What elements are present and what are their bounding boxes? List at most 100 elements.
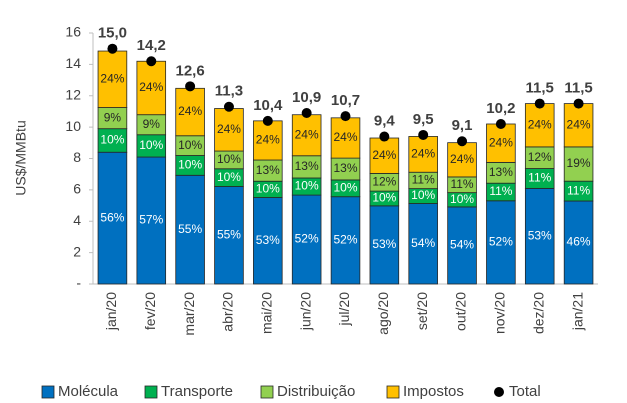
total-label: 12,6 — [176, 62, 205, 79]
segment-label: 11% — [450, 177, 473, 191]
x-tick-label: nov/20 — [492, 292, 508, 334]
x-tick-label: dez/20 — [530, 292, 546, 334]
segment-label: 24% — [450, 152, 474, 166]
segment-label: 10% — [139, 138, 163, 152]
segment-label: 55% — [217, 227, 241, 241]
segment-label: 13% — [333, 161, 357, 175]
total-marker — [457, 136, 468, 147]
legend-label: Molécula — [58, 383, 119, 400]
x-tick-label: mai/20 — [259, 292, 275, 334]
y-tick-label: 12 — [65, 86, 81, 102]
segment-label: 11% — [567, 183, 590, 197]
segment-label: 24% — [528, 117, 552, 131]
segment-label: 24% — [178, 104, 202, 118]
total-label: 10,2 — [486, 100, 515, 117]
bar-segment — [97, 50, 128, 108]
total-label: 14,2 — [137, 37, 166, 54]
total-label: 9,4 — [374, 113, 396, 130]
x-tick-label: jun/20 — [297, 292, 313, 331]
total-marker — [146, 56, 157, 67]
bar-segment — [369, 205, 400, 285]
segment-label: 24% — [567, 117, 591, 131]
legend-label: Impostos — [403, 383, 464, 400]
total-marker — [107, 43, 118, 54]
segment-label: 11% — [412, 173, 435, 187]
legend-swatch — [260, 385, 274, 399]
bar-segment — [136, 156, 167, 285]
segment-label: 53% — [528, 228, 552, 242]
x-tick-label: fev/20 — [142, 292, 158, 330]
legend-label: Total — [509, 383, 541, 400]
y-tick-label: 6 — [73, 181, 81, 197]
x-tick-label: ago/20 — [375, 292, 391, 335]
total-label: 9,1 — [452, 117, 473, 134]
total-marker — [534, 98, 545, 109]
segment-label: 10% — [372, 191, 396, 205]
segment-label: 10% — [217, 170, 241, 184]
legend-label: Transporte — [161, 383, 233, 400]
segment-label: 24% — [256, 133, 280, 147]
bar-segment — [175, 87, 205, 137]
total-label: 11,5 — [526, 80, 554, 97]
segment-label: 12% — [528, 150, 552, 164]
x-tick-label: jul/20 — [336, 292, 352, 327]
x-tick-label: jan/21 — [569, 292, 585, 331]
segment-label: 10% — [217, 152, 241, 166]
total-marker — [418, 129, 429, 140]
y-tick-label: 8 — [73, 149, 81, 165]
legend-label: Distribuição — [277, 383, 355, 400]
legend-swatch — [144, 385, 158, 399]
total-label: 10,4 — [253, 97, 283, 114]
bar-segment — [524, 187, 555, 285]
y-tick-label: 10 — [65, 118, 81, 134]
bar-segment — [214, 108, 244, 152]
segment-label: 12% — [372, 174, 396, 188]
bar-segment — [291, 114, 322, 157]
segment-label: 46% — [567, 235, 591, 249]
segment-label: 54% — [411, 236, 435, 250]
total-label: 11,5 — [564, 80, 592, 97]
bar-segment — [175, 174, 205, 285]
segment-label: 11% — [528, 171, 551, 185]
y-tick-label: - — [76, 275, 81, 291]
bar-segment — [253, 197, 283, 285]
segment-label: 9% — [104, 110, 122, 124]
segment-label: 52% — [295, 232, 319, 246]
y-tick-label: 16 — [65, 24, 81, 40]
segment-label: 10% — [256, 182, 280, 196]
segment-label: 24% — [372, 148, 396, 162]
segment-label: 53% — [256, 233, 280, 247]
segment-label: 24% — [489, 135, 513, 149]
total-marker — [185, 81, 196, 92]
bar-segment — [447, 206, 477, 285]
total-label: 10,9 — [292, 89, 321, 106]
bar-segment — [563, 146, 594, 182]
bar-segment — [97, 151, 128, 285]
total-label: 15,0 — [98, 25, 127, 42]
x-tick-label: mar/20 — [181, 292, 197, 336]
segment-label: 55% — [178, 222, 202, 236]
y-tick-label: 14 — [65, 55, 81, 71]
segment-label: 54% — [450, 238, 474, 252]
total-label: 11,3 — [215, 83, 243, 100]
segment-label: 56% — [100, 210, 124, 224]
segment-label: 24% — [217, 122, 241, 136]
bar-segment — [486, 123, 516, 163]
bar-segment — [214, 186, 244, 285]
total-marker — [301, 108, 312, 119]
segment-label: 53% — [372, 237, 396, 251]
segment-label: 10% — [411, 188, 435, 202]
segment-label: 13% — [489, 165, 513, 179]
total-label: 10,7 — [331, 92, 360, 109]
segment-label: 13% — [295, 159, 319, 173]
total-marker — [262, 115, 273, 126]
segment-label: 24% — [295, 127, 319, 141]
segment-label: 10% — [100, 133, 124, 147]
segment-label: 10% — [178, 138, 202, 152]
segment-label: 24% — [100, 71, 124, 85]
segment-label: 19% — [567, 156, 591, 170]
bar-segment — [136, 60, 167, 116]
legend-swatch — [386, 385, 400, 399]
segment-label: 57% — [139, 213, 163, 227]
segment-label: 11% — [489, 184, 512, 198]
